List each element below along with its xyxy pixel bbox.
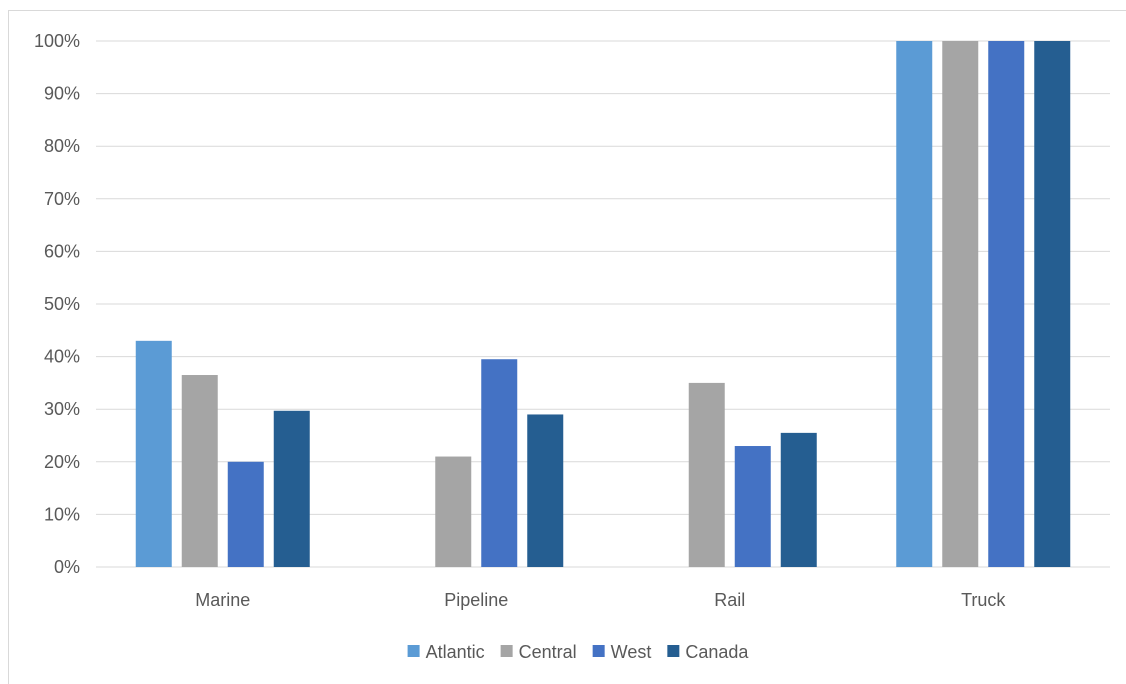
bar-canada-truck [1034, 41, 1071, 567]
y-tick-label: 10% [44, 504, 80, 524]
x-axis-category-labels: Marine Pipeline Rail Truck [195, 590, 1006, 610]
x-category-label: Truck [961, 590, 1006, 610]
legend-swatch [407, 645, 420, 657]
bar-west-pipeline [481, 359, 518, 567]
legend-item-canada: Canada [667, 642, 749, 662]
y-tick-label: 20% [44, 452, 80, 472]
y-tick-label: 50% [44, 294, 80, 314]
gridlines [96, 40, 1110, 568]
y-tick-label: 30% [44, 399, 80, 419]
legend: Atlantic Central West Canada [407, 642, 749, 662]
bar-central-rail [688, 382, 725, 567]
x-category-label: Pipeline [444, 590, 508, 610]
bar-west-marine [227, 461, 264, 567]
legend-item-central: Central [500, 642, 577, 662]
x-category-label: Rail [714, 590, 745, 610]
bar-west-rail [734, 446, 771, 567]
y-tick-label: 40% [44, 347, 80, 367]
y-tick-label: 80% [44, 136, 80, 156]
legend-label: Central [519, 642, 577, 662]
chart-frame [8, 10, 1126, 684]
legend-swatch [500, 645, 513, 657]
bar-canada-marine [273, 410, 310, 567]
bar-atlantic-truck [896, 41, 933, 567]
bar-central-marine [181, 375, 218, 567]
y-tick-label: 60% [44, 241, 80, 261]
legend-label: West [611, 642, 652, 662]
bar-central-truck [942, 41, 979, 567]
bar-canada-pipeline [527, 414, 564, 567]
x-category-label: Marine [195, 590, 250, 610]
legend-swatch [592, 645, 605, 657]
bar-canada-rail [780, 432, 817, 567]
y-tick-label: 0% [54, 557, 80, 577]
bar-west-truck [988, 41, 1025, 567]
y-axis-tick-labels: 0% 10% 20% 30% 40% 50% 60% 70% 80% 90% 100% [34, 31, 80, 577]
legend-item-west: West [592, 642, 652, 662]
bar-central-pipeline [435, 456, 472, 567]
legend-label: Atlantic [426, 642, 485, 662]
y-tick-label: 100% [34, 31, 80, 51]
y-tick-label: 90% [44, 84, 80, 104]
bar-atlantic-marine [135, 340, 172, 567]
legend-item-atlantic: Atlantic [407, 642, 485, 662]
legend-swatch [667, 645, 680, 657]
y-tick-label: 70% [44, 189, 80, 209]
legend-label: Canada [685, 642, 749, 662]
bars [135, 41, 1071, 567]
